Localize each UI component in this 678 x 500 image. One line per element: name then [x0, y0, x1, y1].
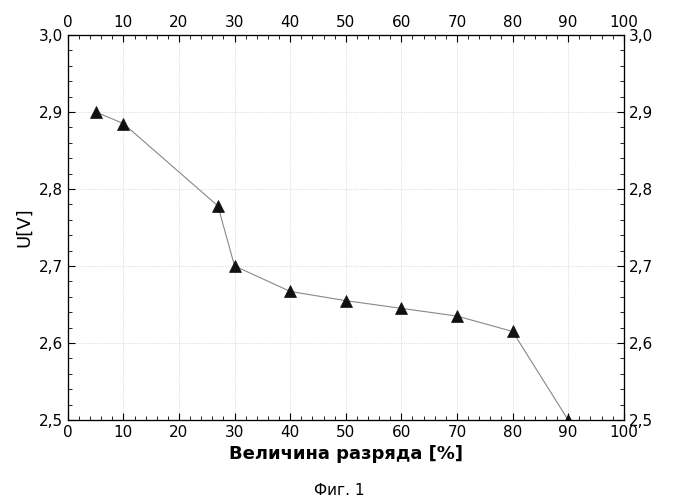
Y-axis label: U[V]: U[V]: [15, 208, 33, 248]
X-axis label: Величина разряда [%]: Величина разряда [%]: [228, 446, 463, 464]
Text: Фиг. 1: Фиг. 1: [314, 483, 364, 498]
